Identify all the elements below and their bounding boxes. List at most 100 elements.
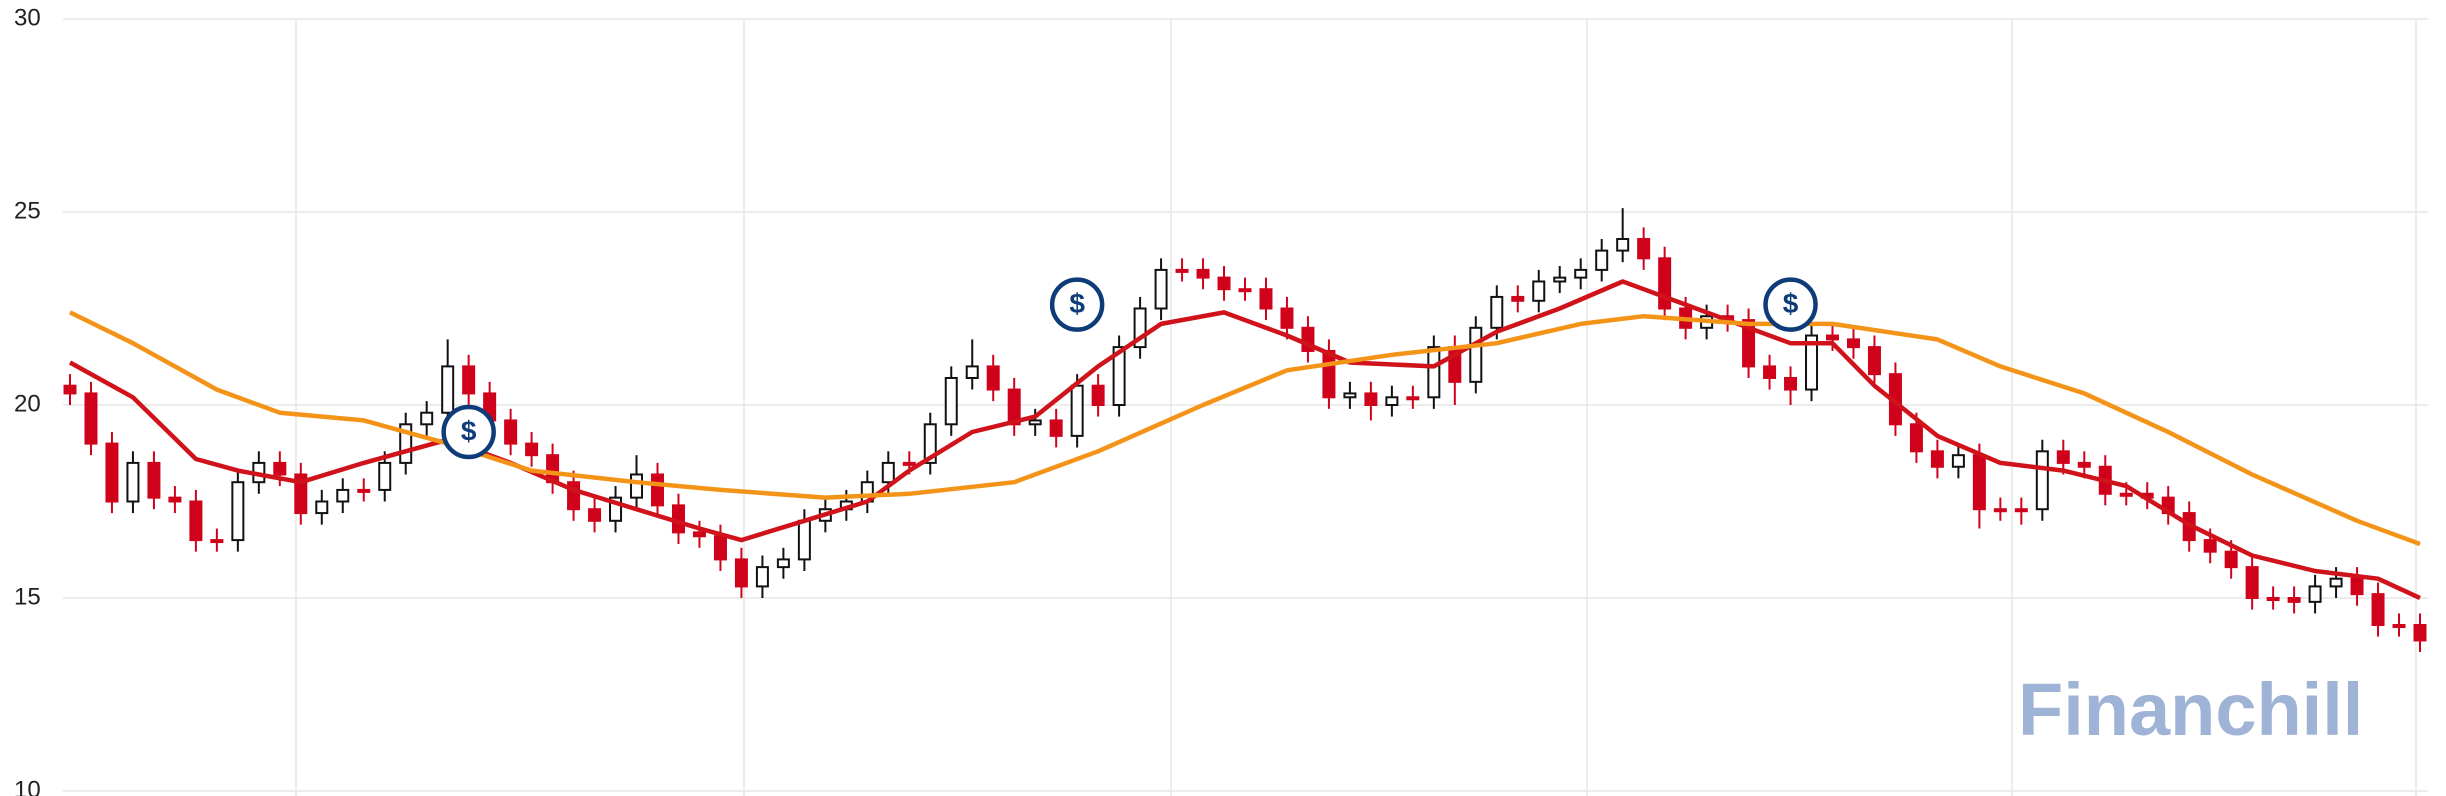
candle-body	[2224, 550, 2238, 569]
candle-body	[1322, 349, 1336, 399]
dividend-label: $	[461, 415, 477, 446]
candle-body	[420, 411, 434, 426]
candle-body	[1259, 288, 1273, 310]
moving-average-line	[69, 310, 2421, 547]
candle-body	[1238, 288, 1252, 293]
moving-average-line	[68, 279, 2421, 601]
candle-body	[504, 419, 518, 445]
candle-body	[1784, 376, 1798, 391]
candle-body	[1406, 396, 1420, 401]
candle-body	[567, 481, 581, 511]
candle-body	[1574, 268, 1588, 279]
candle-body	[1511, 295, 1525, 302]
candle-body	[357, 488, 371, 493]
candle-body	[2329, 577, 2343, 588]
y-tick-label: 25	[14, 197, 41, 224]
candle-body	[1301, 326, 1315, 352]
candle-body	[965, 365, 979, 379]
candle-body	[630, 473, 644, 499]
candle-body	[2245, 566, 2259, 599]
candle-body	[692, 531, 706, 538]
candle-body	[315, 500, 329, 515]
candle-body	[986, 365, 1000, 391]
candle-body	[2392, 624, 2406, 629]
candle-body	[1553, 276, 1567, 283]
candle-body	[1616, 238, 1630, 252]
candle-body	[1595, 249, 1609, 271]
candle-body	[797, 519, 811, 561]
dividend-marker	[1049, 277, 1105, 332]
y-tick-label: 30	[14, 4, 41, 31]
y-tick-label: 20	[14, 390, 41, 417]
candle-body	[588, 508, 602, 522]
dividend-label: $	[1069, 288, 1085, 319]
candle-body	[1028, 419, 1042, 426]
candle-body	[231, 481, 245, 542]
candle-body	[168, 496, 182, 503]
candle-body	[210, 539, 224, 544]
candle-body	[2203, 539, 2217, 553]
candle-body	[609, 496, 623, 522]
candle-body	[2413, 624, 2427, 642]
candle-body	[1217, 276, 1231, 291]
candle-body	[1343, 392, 1357, 399]
candle-body	[462, 365, 476, 395]
candle-body	[1658, 257, 1672, 310]
candle-body	[1007, 388, 1021, 426]
candle-body	[1364, 392, 1378, 407]
candle-body	[1742, 319, 1756, 368]
candle-body	[2056, 450, 2070, 464]
candle-body	[1175, 268, 1189, 273]
candle-body	[1049, 419, 1063, 437]
candle-body	[1826, 334, 1839, 341]
candle-body	[1846, 338, 1860, 349]
candle-body	[2371, 593, 2385, 627]
candle-body	[734, 558, 748, 588]
candle-body	[1867, 346, 1881, 376]
candle-body	[923, 423, 937, 464]
candle-body	[1805, 334, 1819, 391]
candle-body	[126, 461, 140, 503]
candle-body	[336, 488, 350, 503]
candle-body	[399, 423, 413, 464]
candle-body	[1427, 346, 1441, 399]
y-tick-label: 15	[14, 583, 41, 610]
candle-body	[2287, 597, 2301, 603]
candle-body	[2014, 508, 2028, 513]
candle-body	[713, 535, 727, 561]
candle-body	[881, 461, 895, 484]
vertical-grid	[295, 19, 2417, 796]
dividend-marker	[1763, 277, 1818, 332]
candle-body	[1091, 384, 1105, 407]
candle-body	[1637, 238, 1651, 260]
candle-body	[2350, 577, 2364, 596]
candle-body	[1280, 307, 1294, 329]
candle-body	[2266, 597, 2280, 601]
candle-body	[294, 473, 308, 515]
candle-body	[1763, 365, 1777, 379]
candle-body	[902, 461, 916, 466]
candle-body	[525, 442, 539, 457]
candle-body	[1469, 326, 1483, 383]
candle-body	[1532, 280, 1546, 302]
candle-body	[1196, 268, 1210, 279]
candle-body	[1490, 295, 1504, 329]
candle-body	[378, 461, 392, 491]
candle-body	[2119, 492, 2133, 497]
candle-body	[651, 473, 664, 507]
candle-body	[1070, 384, 1084, 437]
candle-body	[944, 376, 958, 426]
candle-body	[776, 558, 790, 569]
candle-body	[84, 392, 98, 445]
candles	[63, 208, 2427, 653]
candle-body	[273, 461, 287, 476]
candle-body	[1951, 454, 1965, 468]
candle-body	[755, 566, 769, 588]
candle-body	[189, 500, 203, 542]
candle-body	[441, 365, 455, 414]
y-tick-label: 10	[14, 776, 41, 796]
candle-body	[147, 461, 161, 499]
candle-body	[1133, 307, 1147, 349]
candle-body	[1930, 450, 1944, 468]
